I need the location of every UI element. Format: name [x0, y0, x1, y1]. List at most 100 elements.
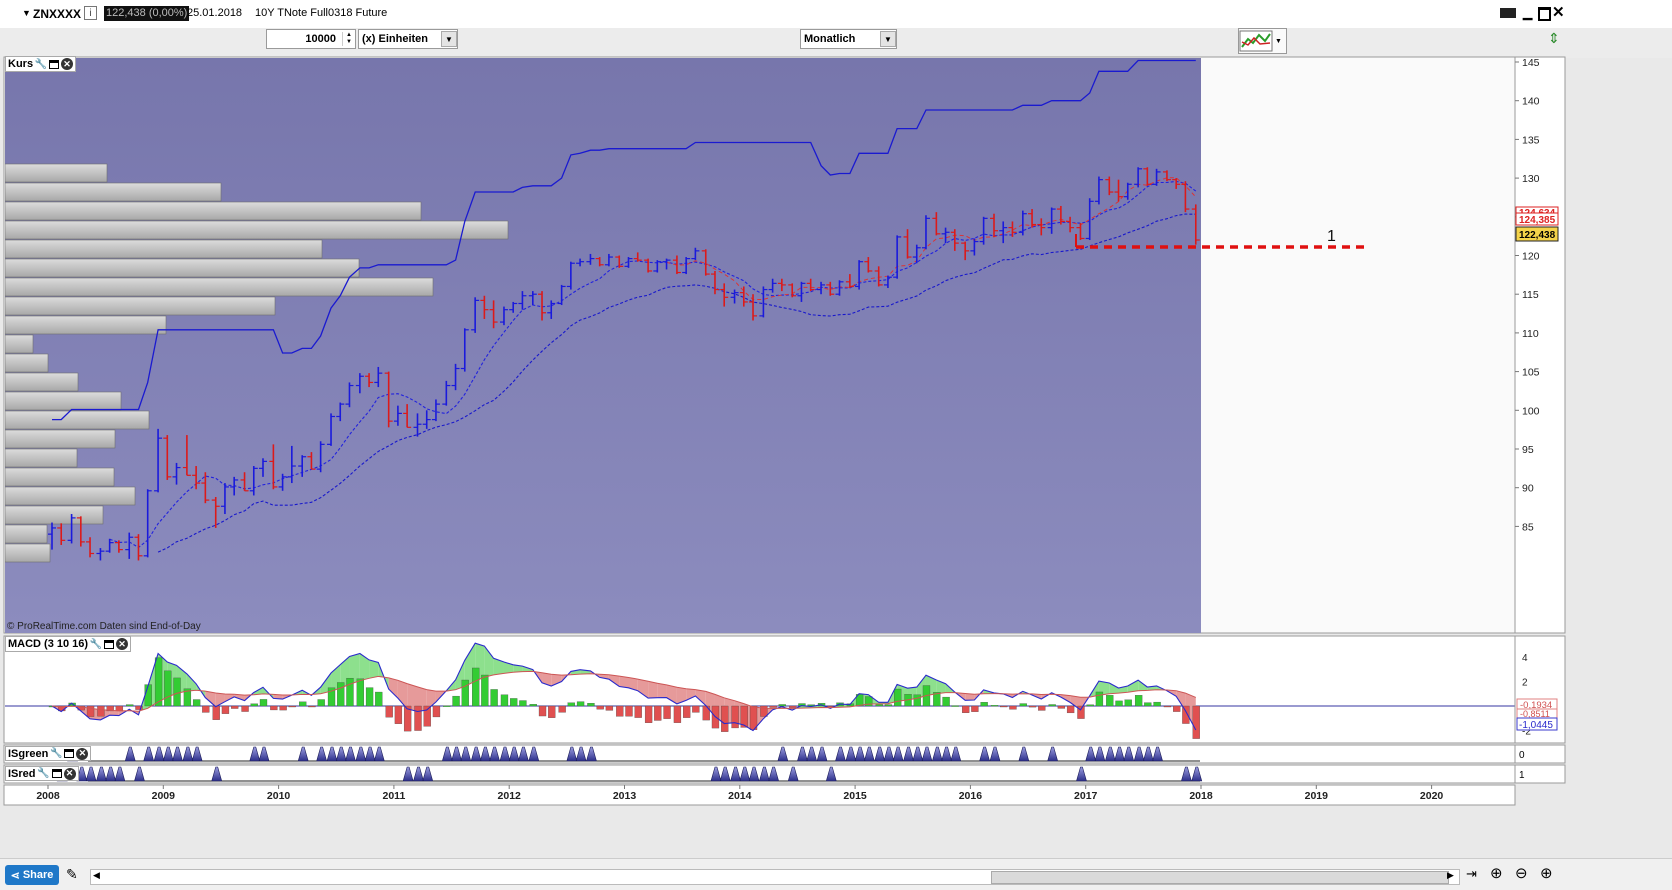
isgreen-indicator	[67, 746, 1200, 762]
close-icon[interactable]: ✕	[1552, 4, 1565, 21]
chevron-down-icon[interactable]: ▼	[441, 31, 457, 47]
price-tick-label: 135	[1522, 134, 1540, 146]
macd-histogram-bar	[1173, 705, 1181, 712]
macd-histogram-bar	[259, 699, 268, 707]
volume-profile-bar	[5, 239, 323, 259]
macd-cloud-segment	[513, 664, 523, 673]
price-tick-label: 130	[1522, 173, 1540, 185]
period-select-value[interactable]: Monatlich	[804, 33, 856, 45]
units-select-value[interactable]: (x) Einheiten	[362, 33, 429, 45]
macd-histogram-bar	[1124, 699, 1132, 707]
zoom-in-icon[interactable]: ⊕	[1540, 865, 1553, 882]
window-icon[interactable]	[104, 639, 115, 649]
time-tick-label: 2012	[498, 790, 522, 802]
quantity-value[interactable]: 10000	[305, 33, 336, 45]
macd-histogram-bar	[356, 678, 365, 707]
macd-histogram-bar	[472, 667, 480, 707]
macd-cloud-segment	[599, 674, 609, 680]
symbol-dropdown-icon[interactable]: ▼	[22, 8, 31, 18]
macd-histogram-bar	[951, 705, 959, 707]
window-icon[interactable]	[64, 749, 75, 758]
isgreen-panel-label[interactable]: ISgreen 🔧 ✕	[5, 746, 92, 761]
isred-panel-title: ISred	[8, 767, 36, 780]
macd-histogram-bar	[500, 694, 509, 707]
macd-cloud-segment	[1098, 681, 1110, 696]
horizontal-scrollbar[interactable]: ◀ ▶	[90, 869, 1460, 885]
macd-histogram-bar	[183, 688, 192, 707]
price-tick-label: 90	[1522, 483, 1534, 495]
scroll-end-icon[interactable]: ⇥	[1466, 866, 1477, 881]
macd-histogram-bar	[980, 702, 988, 707]
macd-histogram-bar	[933, 692, 941, 707]
macd-histogram-bar	[403, 705, 412, 732]
macd-histogram-bar	[749, 705, 758, 730]
info-icon[interactable]: i	[84, 6, 97, 20]
macd-histogram-bar	[231, 705, 239, 709]
scroll-left-icon[interactable]: ◀	[93, 870, 100, 880]
isred-panel-label[interactable]: ISred 🔧 ✕	[5, 766, 79, 781]
macd-panel-label[interactable]: MACD (3 10 16) 🔧 ✕	[5, 636, 132, 652]
macd-tick-label: 4	[1522, 653, 1528, 664]
quantity-stepper-icon[interactable]: ▲ ▼	[342, 32, 355, 46]
symbol-label[interactable]: ZNXXXX	[33, 7, 82, 21]
share-button[interactable]: ⋖ Share	[5, 865, 59, 885]
macd-histogram-bar	[481, 674, 489, 707]
volume-profile-bar	[5, 201, 422, 221]
quantity-input[interactable]: 10000 ▲ ▼	[266, 29, 356, 49]
side-scroll-icon[interactable]: ⇕	[1548, 30, 1560, 46]
upper-envelope-line	[52, 59, 1196, 421]
macd-histogram-bar	[241, 705, 249, 712]
macd-cloud-segment	[417, 686, 427, 712]
macd-histogram-bar	[1144, 702, 1152, 707]
macd-histogram-bar	[778, 704, 786, 707]
zoom-out-icon[interactable]: ⊖	[1515, 865, 1528, 882]
macd-cloud-segment	[273, 694, 283, 700]
period-select[interactable]: Monatlich ▼	[800, 29, 897, 49]
macd-cloud-segment	[648, 681, 658, 699]
wrench-icon[interactable]: 🔧	[89, 638, 103, 650]
wrench-icon[interactable]: 🔧	[37, 768, 50, 779]
macd-histogram-bar	[875, 704, 883, 707]
chevron-down-icon[interactable]: ▼	[880, 31, 896, 47]
wrench-icon[interactable]: 🔧	[50, 748, 63, 759]
macd-histogram-bar	[1066, 705, 1075, 714]
scroll-thumb[interactable]	[991, 871, 1449, 884]
time-tick-label: 2020	[1420, 790, 1444, 802]
close-icon[interactable]: ✕	[61, 58, 74, 70]
macd-histogram-bar	[893, 688, 902, 707]
price-panel-label[interactable]: Kurs 🔧 ✕	[5, 56, 77, 72]
macd-histogram-bar	[567, 702, 575, 707]
wrench-icon[interactable]: 🔧	[34, 58, 48, 70]
close-icon[interactable]: ✕	[76, 747, 89, 760]
minimize-icon[interactable]: ▁	[1523, 6, 1533, 20]
keyboard-icon[interactable]	[1500, 8, 1516, 18]
macd-histogram-bar	[346, 677, 354, 707]
bar-width-icon[interactable]: ✎	[66, 866, 78, 882]
close-icon[interactable]: ✕	[63, 767, 76, 780]
time-tick-label: 2015	[843, 790, 867, 802]
window-icon[interactable]	[51, 769, 62, 778]
close-icon[interactable]: ✕	[116, 638, 129, 650]
macd-cloud-segment	[1109, 683, 1119, 694]
macd-histogram-bar	[490, 689, 498, 707]
scroll-right-icon[interactable]: ▶	[1447, 870, 1454, 880]
volume-profile-bar	[5, 448, 78, 468]
macd-histogram-bar	[884, 704, 893, 707]
macd-badge-pink: -0,1934	[1520, 700, 1552, 711]
chart-type-button[interactable]: ▼	[1238, 28, 1287, 54]
macd-histogram-bar	[587, 703, 595, 707]
chevron-down-icon[interactable]: ▼	[1275, 37, 1282, 45]
window-icon[interactable]	[49, 59, 60, 69]
volume-profile-bar	[5, 258, 360, 278]
zoom-fit-icon[interactable]: ⊕	[1490, 865, 1503, 882]
macd-histogram-bar	[683, 705, 691, 718]
macd-histogram-bar	[634, 705, 642, 718]
units-select[interactable]: (x) Einheiten ▼	[358, 29, 458, 49]
macd-badge-pink2: -0,8511	[1520, 709, 1550, 719]
macd-histogram-bar	[990, 705, 999, 707]
volume-profile-bar	[5, 524, 48, 544]
maximize-icon[interactable]	[1538, 7, 1551, 21]
volume-profile-bar	[5, 353, 49, 373]
volume-profile-bar	[5, 163, 108, 183]
